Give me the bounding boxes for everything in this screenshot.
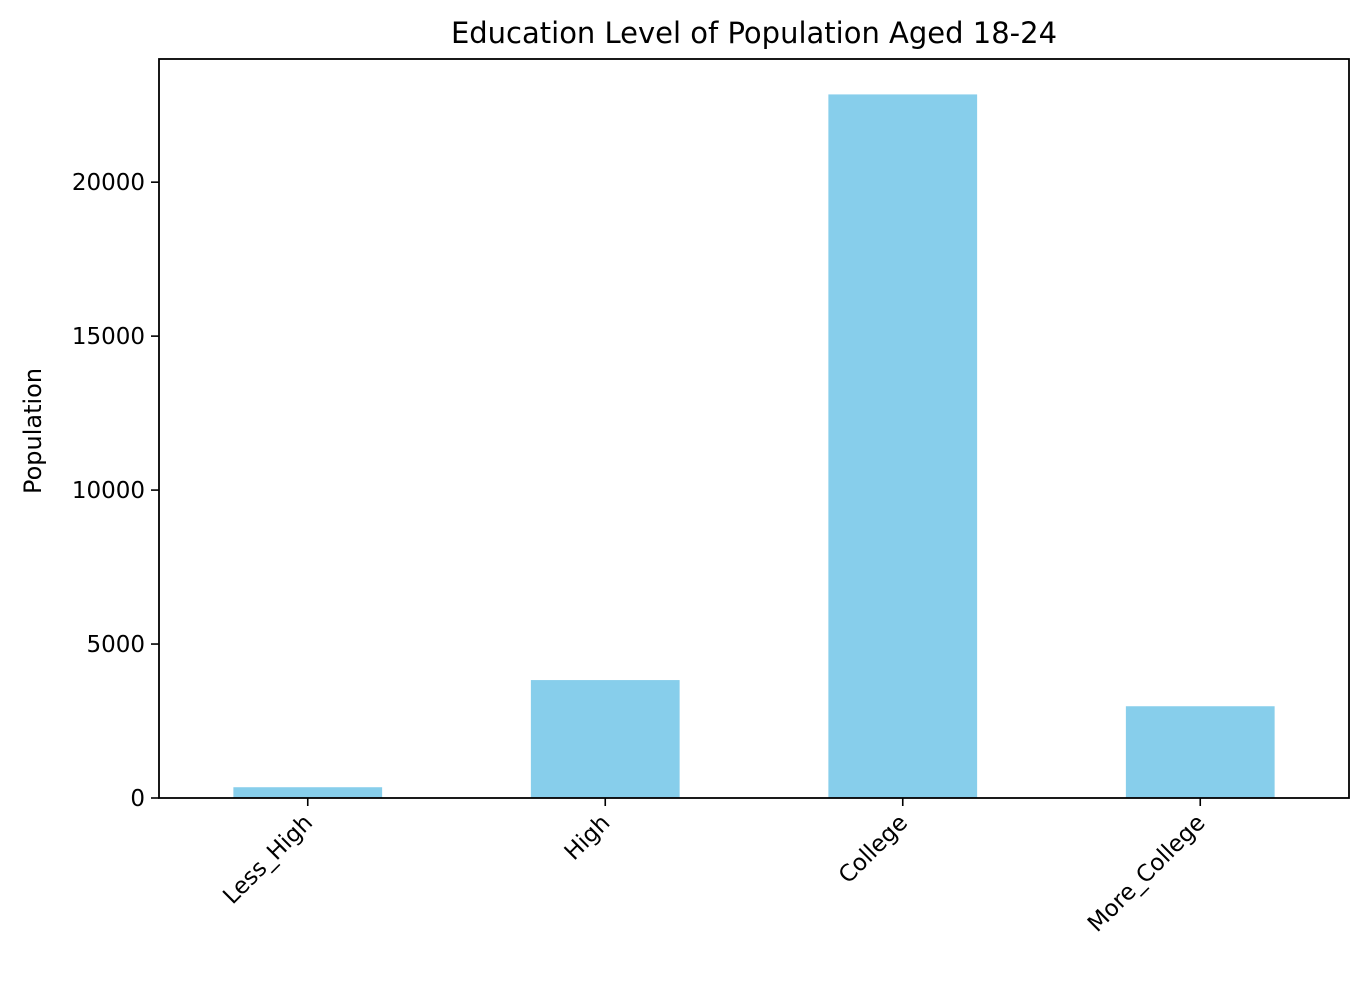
y-tick-label: 0 [130, 786, 145, 812]
bar-less-high [233, 787, 383, 798]
bars-layer [233, 94, 1275, 799]
plot-frame [158, 58, 1350, 799]
x-tick-label: Less_High [218, 810, 318, 910]
bar-college [828, 94, 978, 799]
y-tick-label: 15000 [72, 324, 145, 350]
y-tick-label: 20000 [72, 170, 145, 196]
y-axis-ticks: 0 5000 10000 15000 20000 [72, 170, 159, 812]
y-tick-label: 10000 [72, 478, 145, 504]
bar-high [530, 680, 680, 798]
x-tick-label: College [834, 810, 913, 889]
bar-more-college [1125, 706, 1275, 798]
x-tick-label: High [560, 810, 616, 866]
y-tick-label: 5000 [86, 632, 145, 658]
y-axis-label: Population [19, 368, 47, 494]
chart-title: Education Level of Population Aged 18-24 [451, 16, 1057, 50]
x-axis-ticks: Less_High High College More_College [218, 798, 1210, 937]
x-tick-label: More_College [1083, 810, 1211, 938]
